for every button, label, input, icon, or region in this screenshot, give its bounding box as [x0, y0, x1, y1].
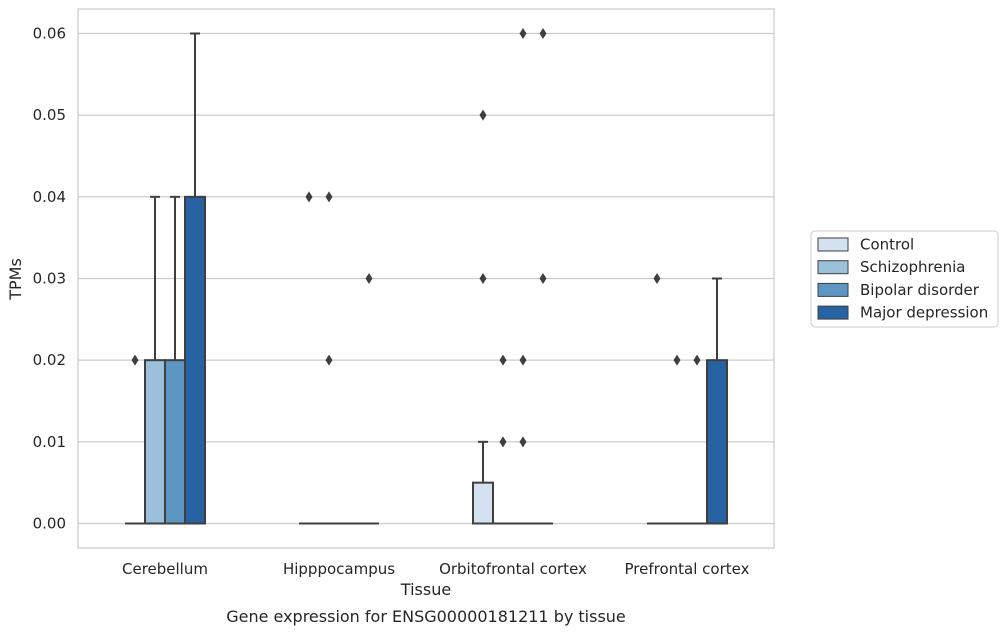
box-group [493, 354, 513, 525]
outlier-point [519, 354, 527, 366]
outlier-point [325, 191, 333, 203]
box-group [533, 28, 553, 525]
x-tick-label: Orbitofrontal cortex [439, 560, 587, 578]
y-tick-label: 0.00 [33, 515, 66, 533]
outlier-point [499, 354, 507, 366]
box-group [706, 277, 728, 525]
y-axis-label: TPMs [6, 258, 25, 301]
x-tick-labels: Cerebellum Hipppocampus Orbitofrontal cort… [122, 560, 750, 578]
x-axis-label: Tissue [400, 580, 451, 599]
legend-swatch [817, 282, 849, 297]
box-group [164, 195, 186, 525]
box-group [647, 273, 667, 525]
outlier-point [519, 436, 527, 448]
legend-label: Schizophrenia [860, 258, 965, 276]
box-rect [706, 359, 728, 525]
x-tick-label: Hipppocampus [283, 560, 395, 578]
outlier-point [653, 273, 661, 284]
outlier-point [325, 354, 333, 366]
box-group [184, 32, 206, 525]
outlier-point [479, 109, 487, 121]
legend-label: Major depression [860, 304, 988, 322]
box-group [513, 28, 533, 525]
outlier-point [131, 354, 139, 366]
box-rect [472, 481, 494, 525]
y-tick-label: 0.02 [33, 351, 66, 369]
y-tick-label: 0.03 [33, 270, 66, 288]
y-tick-label: 0.04 [33, 188, 66, 206]
x-tick-label: Cerebellum [122, 560, 208, 578]
box-group [299, 191, 319, 525]
box-rect [184, 195, 206, 525]
box-marks [125, 28, 728, 525]
y-tick-label: 0.01 [33, 433, 66, 451]
x-tick-label: Prefrontal cortex [625, 560, 750, 578]
box-group [472, 109, 494, 525]
legend-swatch [817, 237, 849, 252]
legend-frame [810, 230, 999, 328]
box-group [144, 195, 166, 525]
box-rect [144, 359, 166, 525]
outlier-point [539, 28, 547, 39]
legend-swatch [817, 305, 849, 320]
box-group [687, 354, 707, 525]
plot-frame [77, 8, 775, 549]
outlier-point [673, 354, 681, 366]
box-group [359, 273, 379, 525]
outlier-point [539, 273, 547, 284]
y-tick-label: 0.06 [33, 25, 66, 43]
outlier-point [693, 354, 701, 366]
legend-label: Control [860, 236, 914, 254]
outlier-point [519, 28, 527, 39]
y-tick-labels: 0.00 0.01 0.02 0.03 0.04 0.05 0.06 [33, 25, 66, 533]
legend: Control Schizophrenia Bipolar disorder Majo… [810, 230, 999, 328]
outlier-point [479, 273, 487, 284]
box-group [319, 191, 339, 525]
outlier-point [365, 273, 373, 284]
box-rect [164, 359, 186, 525]
outlier-point [499, 436, 507, 448]
outlier-point [305, 191, 313, 203]
y-tick-label: 0.05 [33, 106, 66, 124]
box-group [667, 354, 687, 525]
legend-swatch [817, 260, 849, 275]
box-group [125, 354, 145, 525]
chart-caption: Gene expression for ENSG00000181211 by t… [226, 607, 626, 626]
legend-label: Bipolar disorder [860, 281, 980, 299]
